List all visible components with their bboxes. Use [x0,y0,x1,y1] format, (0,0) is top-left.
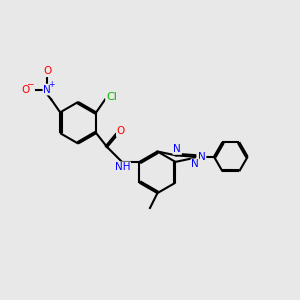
Text: N: N [44,85,51,94]
Text: N: N [173,144,181,154]
Text: NH: NH [115,162,130,172]
Text: Cl: Cl [106,92,117,103]
Text: O: O [117,126,125,136]
Text: N: N [198,152,206,162]
Text: O: O [43,66,51,76]
Text: N: N [191,159,199,170]
Text: +: + [49,80,55,89]
Text: −: − [26,79,34,88]
Text: O: O [22,85,30,94]
